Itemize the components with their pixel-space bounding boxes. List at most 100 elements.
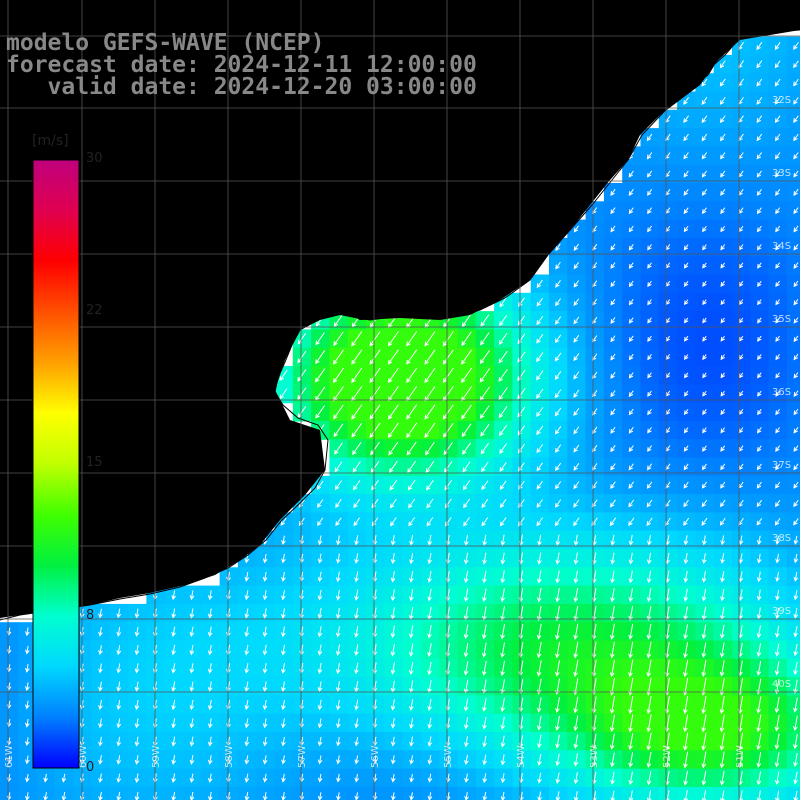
wind-arrow xyxy=(647,408,652,416)
wind-arrow xyxy=(555,444,562,453)
wind-arrow xyxy=(335,644,341,656)
wind-cell xyxy=(786,164,800,184)
wind-arrow xyxy=(536,407,544,417)
wind-arrow xyxy=(793,734,798,750)
wind-arrow xyxy=(756,696,762,714)
wind-arrow xyxy=(756,427,762,434)
wind-arrow xyxy=(683,445,689,452)
wind-arrow xyxy=(774,60,781,69)
wind-arrow xyxy=(738,409,744,416)
wind-arrow xyxy=(244,572,250,582)
wind-arrow xyxy=(461,367,473,384)
wind-arrow xyxy=(775,372,780,379)
wind-arrow xyxy=(98,663,103,674)
wind-arrow xyxy=(189,699,195,711)
wind-arrow xyxy=(116,681,122,692)
wind-arrow xyxy=(481,660,487,676)
wind-arrow xyxy=(573,298,580,306)
wind-cell xyxy=(786,658,800,678)
wind-arrow xyxy=(500,570,506,584)
wind-arrow xyxy=(482,792,488,800)
wind-arrow xyxy=(406,386,418,402)
wind-arrow xyxy=(628,408,634,416)
wind-arrow xyxy=(116,645,122,656)
wind-arrow xyxy=(442,331,454,347)
wind-arrow xyxy=(335,589,341,601)
wind-arrow xyxy=(775,390,780,397)
wind-arrow xyxy=(171,718,176,729)
wind-arrow xyxy=(354,718,359,729)
wind-arrow xyxy=(701,642,707,658)
latitude-label: 40S xyxy=(772,679,791,690)
wind-arrow xyxy=(391,755,396,765)
wind-arrow xyxy=(647,244,652,251)
wind-arrow xyxy=(793,335,799,343)
wind-arrow xyxy=(683,553,689,565)
wind-arrow xyxy=(702,372,707,379)
wind-arrow xyxy=(683,624,688,640)
wind-arrow xyxy=(537,735,542,749)
wind-arrow xyxy=(573,334,580,343)
wind-arrow xyxy=(756,115,763,124)
wind-arrow xyxy=(371,517,379,527)
wind-arrow xyxy=(134,699,140,711)
wind-arrow xyxy=(610,390,616,398)
wind-arrow xyxy=(757,317,762,324)
wind-arrow xyxy=(315,405,326,419)
wind-arrow xyxy=(499,517,507,527)
wind-arrow xyxy=(647,354,652,361)
wind-cell xyxy=(786,494,800,513)
colorbar-tick-22: 22 xyxy=(86,303,103,318)
wind-arrow xyxy=(683,244,689,251)
wind-arrow xyxy=(628,570,634,584)
wind-arrow xyxy=(517,388,526,400)
wind-arrow xyxy=(281,718,286,729)
wind-arrow xyxy=(25,664,30,673)
wind-arrow xyxy=(683,659,689,678)
wind-arrow xyxy=(774,518,781,526)
longitude-label: 61W xyxy=(4,745,15,768)
wind-arrow xyxy=(683,463,689,471)
wind-arrow xyxy=(646,606,652,621)
wind-arrow xyxy=(555,753,560,767)
wind-arrow xyxy=(719,499,726,508)
wind-arrow xyxy=(424,367,436,384)
wind-arrow xyxy=(332,349,344,365)
wind-arrow xyxy=(500,660,505,677)
wind-arrow xyxy=(683,570,689,583)
wind-cell xyxy=(786,530,800,550)
wind-arrow xyxy=(573,225,579,233)
wind-arrow xyxy=(554,389,562,399)
wind-arrow xyxy=(463,552,469,565)
wind-arrow xyxy=(702,225,707,233)
wind-arrow xyxy=(426,479,434,491)
wind-arrow xyxy=(720,409,726,416)
wind-arrow xyxy=(719,714,725,733)
wind-arrow xyxy=(171,791,176,800)
wind-arrow xyxy=(262,773,268,783)
wind-arrow xyxy=(536,297,543,307)
wind-cell xyxy=(786,274,800,294)
wind-arrow xyxy=(720,535,725,546)
wind-arrow xyxy=(683,133,689,142)
latitude-label: 36S xyxy=(772,387,791,398)
wind-arrow xyxy=(647,463,653,471)
wind-cell xyxy=(786,439,800,459)
wind-arrow xyxy=(536,334,544,344)
wind-arrow xyxy=(116,773,122,783)
wind-arrow xyxy=(244,773,250,783)
colorbar-tick-15: 15 xyxy=(86,455,103,470)
wind-arrow xyxy=(317,662,323,675)
wind-arrow xyxy=(757,280,762,288)
wind-arrow xyxy=(756,41,763,51)
wind-arrow xyxy=(628,534,634,546)
wind-arrow xyxy=(554,462,562,472)
wind-arrow xyxy=(720,280,726,287)
wind-arrow xyxy=(335,571,341,583)
wind-arrow xyxy=(189,663,195,674)
wind-arrow xyxy=(774,696,780,714)
wind-arrow xyxy=(134,608,140,619)
wind-arrow xyxy=(555,641,560,659)
wind-cell xyxy=(786,73,800,93)
